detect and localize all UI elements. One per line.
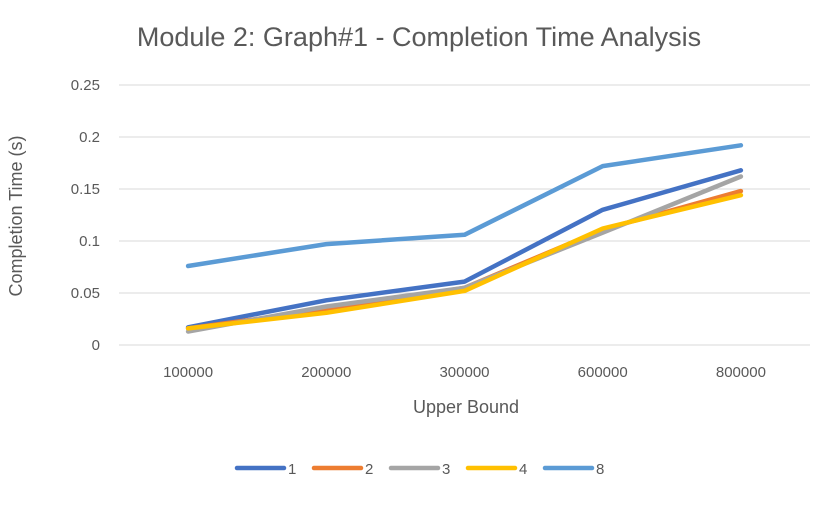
- x-tick-label: 600000: [578, 364, 628, 381]
- y-tick-label: 0.05: [71, 285, 100, 302]
- y-tick-label: 0: [92, 337, 100, 354]
- y-axis-title: Completion Time (s): [6, 135, 26, 296]
- legend-label: 4: [519, 461, 527, 478]
- y-tick-label: 0.25: [71, 77, 100, 94]
- y-axis-ticks: 0 0.05 0.1 0.15 0.2 0.25: [71, 77, 100, 354]
- y-tick-label: 0.1: [79, 233, 100, 250]
- x-tick-label: 100000: [163, 364, 213, 381]
- x-tick-label: 200000: [301, 364, 351, 381]
- series-lines: [185, 143, 744, 334]
- gridlines: [119, 84, 810, 346]
- series-line-3: [185, 174, 744, 334]
- y-tick-label: 0.15: [71, 181, 100, 198]
- legend-label: 8: [596, 461, 604, 478]
- x-tick-label: 800000: [716, 364, 766, 381]
- legend-label: 3: [442, 461, 450, 478]
- x-axis-ticks: 100000 200000 300000 600000 800000: [163, 364, 766, 381]
- x-axis-title: Upper Bound: [413, 397, 519, 417]
- series-line-4: [185, 192, 744, 331]
- series-line-8: [185, 143, 744, 269]
- legend-label: 2: [365, 461, 373, 478]
- legend: 1 2 3 4 8: [234, 461, 604, 478]
- x-tick-label: 300000: [439, 364, 489, 381]
- y-tick-label: 0.2: [79, 129, 100, 146]
- chart-title: Module 2: Graph#1 - Completion Time Anal…: [137, 22, 701, 52]
- series-line-1: [185, 168, 744, 330]
- legend-label: 1: [288, 461, 296, 478]
